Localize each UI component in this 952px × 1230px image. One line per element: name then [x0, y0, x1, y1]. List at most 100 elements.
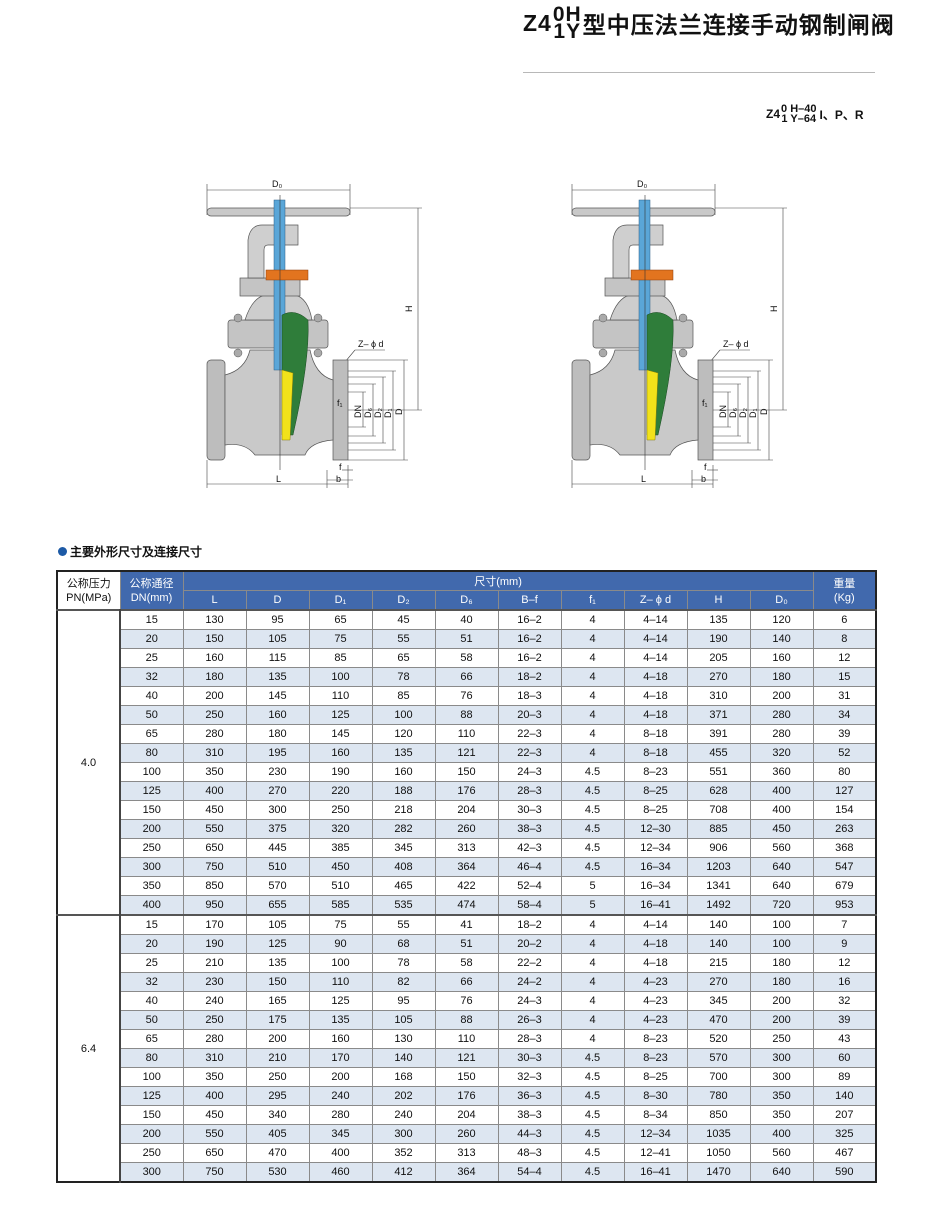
- table-cell: 8–18: [623, 724, 688, 744]
- table-cell: 36–3: [497, 1086, 562, 1106]
- table-cell: 408: [371, 857, 436, 877]
- table-cell: 30–3: [497, 800, 562, 820]
- table-cell: 1050: [686, 1143, 751, 1163]
- table-cell: 708: [686, 800, 751, 820]
- table-cell: 4.5: [560, 1162, 625, 1183]
- table-cell: 127: [812, 781, 877, 801]
- table-cell: 364: [434, 857, 499, 877]
- table-cell: 240: [182, 991, 247, 1011]
- table-cell: 250: [308, 800, 373, 820]
- table-cell: 270: [686, 972, 751, 992]
- table-cell: 450: [182, 800, 247, 820]
- table-cell: 467: [812, 1143, 877, 1163]
- table-cell: 110: [308, 972, 373, 992]
- table-cell: 280: [749, 724, 814, 744]
- table-cell: 295: [245, 1086, 310, 1106]
- table-cell: 4.5: [560, 762, 625, 782]
- table-cell: 5: [560, 895, 625, 916]
- table-cell: 4–14: [623, 648, 688, 668]
- table-cell: 391: [686, 724, 751, 744]
- table-cell: 15: [119, 914, 184, 935]
- table-cell: 180: [749, 972, 814, 992]
- table-cell: 95: [245, 609, 310, 630]
- table-cell: 280: [182, 724, 247, 744]
- label-do: D₀: [637, 179, 647, 189]
- table-cell: 58: [434, 648, 499, 668]
- table-cell: 4: [560, 1029, 625, 1049]
- table-cell: 210: [182, 953, 247, 973]
- table-cell: 190: [182, 934, 247, 954]
- table-cell: 200: [308, 1067, 373, 1087]
- table-cell: 12–41: [623, 1143, 688, 1163]
- table-cell: 400: [749, 800, 814, 820]
- table-cell: 200: [182, 686, 247, 706]
- table-cell: 90: [308, 934, 373, 954]
- table-cell: 125: [119, 781, 184, 801]
- table-cell: 150: [245, 972, 310, 992]
- table-cell: 310: [686, 686, 751, 706]
- table-cell: 16–34: [623, 857, 688, 877]
- table-cell: 180: [749, 953, 814, 973]
- table-cell: 125: [308, 705, 373, 725]
- table-cell: 4.5: [560, 1124, 625, 1144]
- label-d1: D₁: [383, 408, 393, 418]
- table-cell: 474: [434, 895, 499, 916]
- table-cell: 168: [371, 1067, 436, 1087]
- table-cell: 135: [245, 667, 310, 687]
- table-row: 65 280 200 160 130 110 28–3 4 8–23 520 250 43: [57, 1029, 877, 1049]
- table-cell: 44–3: [497, 1124, 562, 1144]
- table-cell: 640: [749, 876, 814, 896]
- table-cell: 51: [434, 629, 499, 649]
- table-row: 125 400 295 240 202 176 36–3 4.5 8–30 780 350 140: [57, 1086, 877, 1106]
- table-cell: 405: [245, 1124, 310, 1144]
- table-row: 20 190 125 90 68 51 20–2 4 4–18 140 100 9: [57, 934, 877, 954]
- pressure-cell: 6.4: [56, 914, 121, 1183]
- table-cell: 585: [308, 895, 373, 916]
- table-cell: 885: [686, 819, 751, 839]
- table-cell: 200: [749, 991, 814, 1011]
- table-cell: 15: [119, 609, 184, 630]
- table-cell: 455: [686, 743, 751, 763]
- title-text: 型中压法兰连接手动钢制闸阀: [582, 12, 895, 38]
- table-cell: 85: [308, 648, 373, 668]
- title-sup: 0H: [552, 3, 582, 26]
- table-cell: 31: [812, 686, 877, 706]
- table-cell: 65: [371, 648, 436, 668]
- table-cell: 240: [308, 1086, 373, 1106]
- table-cell: 16–34: [623, 876, 688, 896]
- table-cell: 4: [560, 686, 625, 706]
- table-cell: 400: [308, 1143, 373, 1163]
- table-cell: 51: [434, 934, 499, 954]
- bullet-dot-icon: [58, 547, 67, 556]
- table-cell: 45: [371, 609, 436, 630]
- table-cell: 32: [119, 972, 184, 992]
- table-cell: 38–3: [497, 819, 562, 839]
- table-cell: 80: [119, 1048, 184, 1068]
- column-header-row: L D D₁ D₂ D₆ B–f f₁ Z– ϕ d H D₀: [57, 590, 876, 611]
- table-cell: 520: [686, 1029, 751, 1049]
- table-cell: 280: [182, 1029, 247, 1049]
- table-cell: 4: [560, 609, 625, 630]
- label-dn: DN: [353, 405, 363, 418]
- table-row: 125 400 270 220 188 176 28–3 4.5 8–25 628 400 127: [57, 781, 877, 801]
- table-cell: 52: [812, 743, 877, 763]
- table-cell: 1470: [686, 1162, 751, 1183]
- title-prefix: Z4: [523, 9, 552, 36]
- column-header: L: [182, 590, 247, 611]
- column-header: H: [686, 590, 751, 611]
- table-row: 350 850 570 510 465 422 52–4 5 16–34 1341 640 679: [57, 876, 877, 896]
- table-cell: 175: [245, 1010, 310, 1030]
- table-cell: 4: [560, 705, 625, 725]
- table-row: 50 250 175 135 105 88 26–3 4 4–23 470 200 39: [57, 1010, 877, 1030]
- table-cell: 9: [812, 934, 877, 954]
- table-cell: 679: [812, 876, 877, 896]
- table-cell: 590: [812, 1162, 877, 1183]
- table-cell: 270: [245, 781, 310, 801]
- header-pn-label: 公称压力: [66, 577, 111, 590]
- table-cell: 18–2: [497, 667, 562, 687]
- table-cell: 300: [371, 1124, 436, 1144]
- table-cell: 200: [245, 1029, 310, 1049]
- table-cell: 6: [812, 609, 877, 630]
- table-cell: 4–23: [623, 991, 688, 1011]
- header-dn-unit: DN(mm): [130, 591, 173, 604]
